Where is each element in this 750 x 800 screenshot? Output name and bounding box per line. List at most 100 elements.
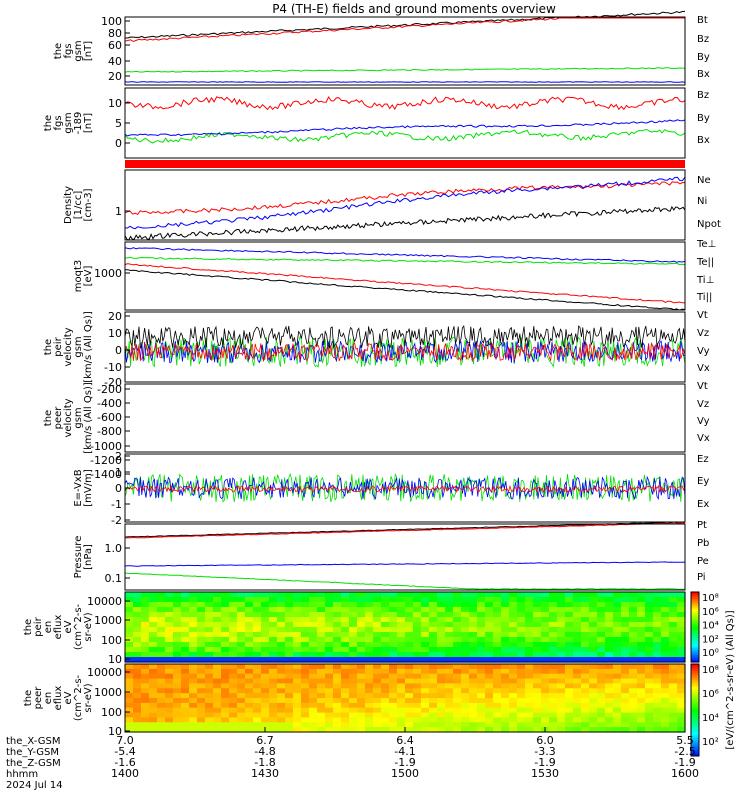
spectrogram-cell xyxy=(229,717,238,723)
spectrogram-cell xyxy=(413,727,422,733)
spectrogram-cell xyxy=(573,657,582,663)
spectrogram-cell xyxy=(597,657,606,663)
colorbar-tick: 10⁸ xyxy=(702,593,719,604)
series-bz xyxy=(124,95,686,111)
spectrogram-cell xyxy=(261,707,270,714)
spectrogram-cell xyxy=(437,647,446,653)
spectrogram-cell xyxy=(429,722,438,728)
spectrogram-cell xyxy=(269,722,278,728)
spectrogram-cell xyxy=(277,717,286,723)
spectrogram-cell xyxy=(485,712,494,719)
spectrogram-cell xyxy=(629,612,638,618)
spectrogram-cell xyxy=(469,698,478,704)
spectrogram-cell xyxy=(245,602,254,608)
colorbar-cell xyxy=(691,677,699,681)
spectrogram-cell xyxy=(213,693,222,699)
spectrogram-cell xyxy=(509,712,518,719)
spectrogram-cell xyxy=(669,657,678,663)
spectrogram-cell xyxy=(565,637,574,643)
spectrogram-cell xyxy=(293,702,302,709)
spectrogram-cell xyxy=(277,617,286,623)
spectrogram-cell xyxy=(477,702,486,709)
footer-value: 1430 xyxy=(251,767,279,780)
spectrogram-cell xyxy=(149,693,158,699)
spectrogram-cell xyxy=(157,657,166,663)
spectrogram-cell xyxy=(461,627,470,633)
spectrogram-cell xyxy=(173,612,182,618)
spectrogram-cell xyxy=(613,702,622,709)
spectrogram-cell xyxy=(261,612,270,618)
spectrogram-cell xyxy=(557,602,566,608)
y-axis-label: the fgs gsm [nT] xyxy=(53,40,94,61)
spectrogram-cell xyxy=(389,647,398,653)
spectrogram-cell xyxy=(421,632,430,638)
y-axis-label: Pressure [nPa] xyxy=(73,536,94,579)
spectrogram-cell xyxy=(605,617,614,623)
y-axis-label-line: eV xyxy=(63,620,74,633)
spectrogram-cell xyxy=(245,712,254,719)
spectrogram-cell xyxy=(213,607,222,613)
spectrogram-cell xyxy=(165,698,174,704)
spectrogram-cell xyxy=(269,602,278,608)
spectrogram-cell xyxy=(605,664,614,670)
spectrogram-cell xyxy=(341,673,350,680)
spectrogram-cell xyxy=(125,607,134,613)
spectrogram-cell xyxy=(197,678,206,685)
y-axis-label-line: eV xyxy=(63,691,74,704)
spectrogram-cell xyxy=(325,673,334,680)
spectrogram-cell xyxy=(317,717,326,723)
spectrogram-cell xyxy=(677,607,686,613)
spectrogram-cell xyxy=(629,637,638,643)
y-tick-label: 1000 xyxy=(94,267,122,280)
spectrogram-cell xyxy=(197,668,206,675)
colorbar-cell xyxy=(691,648,699,651)
spectrogram-cell xyxy=(213,698,222,704)
spectrogram-cell xyxy=(133,722,142,728)
spectrogram-cell xyxy=(413,717,422,723)
spectrogram-cell xyxy=(157,627,166,633)
spectrogram-cell xyxy=(501,712,510,719)
flag-bar xyxy=(125,160,685,168)
spectrogram-cell xyxy=(533,622,542,628)
colorbar-cell xyxy=(691,705,699,709)
spectrogram-cell xyxy=(245,657,254,663)
spectrogram-cell xyxy=(469,657,478,663)
spectrogram-cell xyxy=(141,688,150,694)
spectrogram-cell xyxy=(421,717,430,723)
spectrogram-cell xyxy=(541,657,550,663)
spectrogram-cell xyxy=(509,637,518,643)
spectrogram-cell xyxy=(189,668,198,675)
spectrogram-cell xyxy=(597,607,606,613)
spectrogram-cell xyxy=(421,622,430,628)
spectrogram-cell xyxy=(325,717,334,723)
spectrogram-cell xyxy=(301,712,310,719)
y-axis-label-line: the xyxy=(43,410,54,426)
spectrogram-cell xyxy=(541,612,550,618)
spectrogram-cell xyxy=(221,727,230,733)
spectrogram-cell xyxy=(205,632,214,638)
spectrogram-cell xyxy=(389,652,398,658)
spectrogram-cell xyxy=(549,607,558,613)
spectrogram-cell xyxy=(157,717,166,723)
spectrogram-cell xyxy=(237,657,246,663)
spectrogram-cell xyxy=(453,602,462,608)
spectrogram-cell xyxy=(405,712,414,719)
spectrogram-cell xyxy=(205,652,214,658)
spectrogram-cell xyxy=(261,688,270,694)
spectrogram-cell xyxy=(405,627,414,633)
spectrogram-cell xyxy=(581,693,590,699)
spectrogram-cell xyxy=(181,647,190,653)
spectrogram-cell xyxy=(525,727,534,733)
spectrogram-cell xyxy=(333,707,342,714)
y-tick-label: 60 xyxy=(108,39,122,52)
spectrogram-cell xyxy=(605,647,614,653)
spectrogram-cell xyxy=(405,632,414,638)
spectrogram-cell xyxy=(125,727,134,733)
y-tick-label: 100 xyxy=(101,15,122,28)
spectrogram-cell xyxy=(173,683,182,689)
spectrogram-cell xyxy=(181,602,190,608)
spectrogram-cell xyxy=(141,632,150,638)
spectrogram-cell xyxy=(149,712,158,719)
spectrogram-cell xyxy=(645,688,654,694)
spectrogram-cell xyxy=(661,717,670,723)
